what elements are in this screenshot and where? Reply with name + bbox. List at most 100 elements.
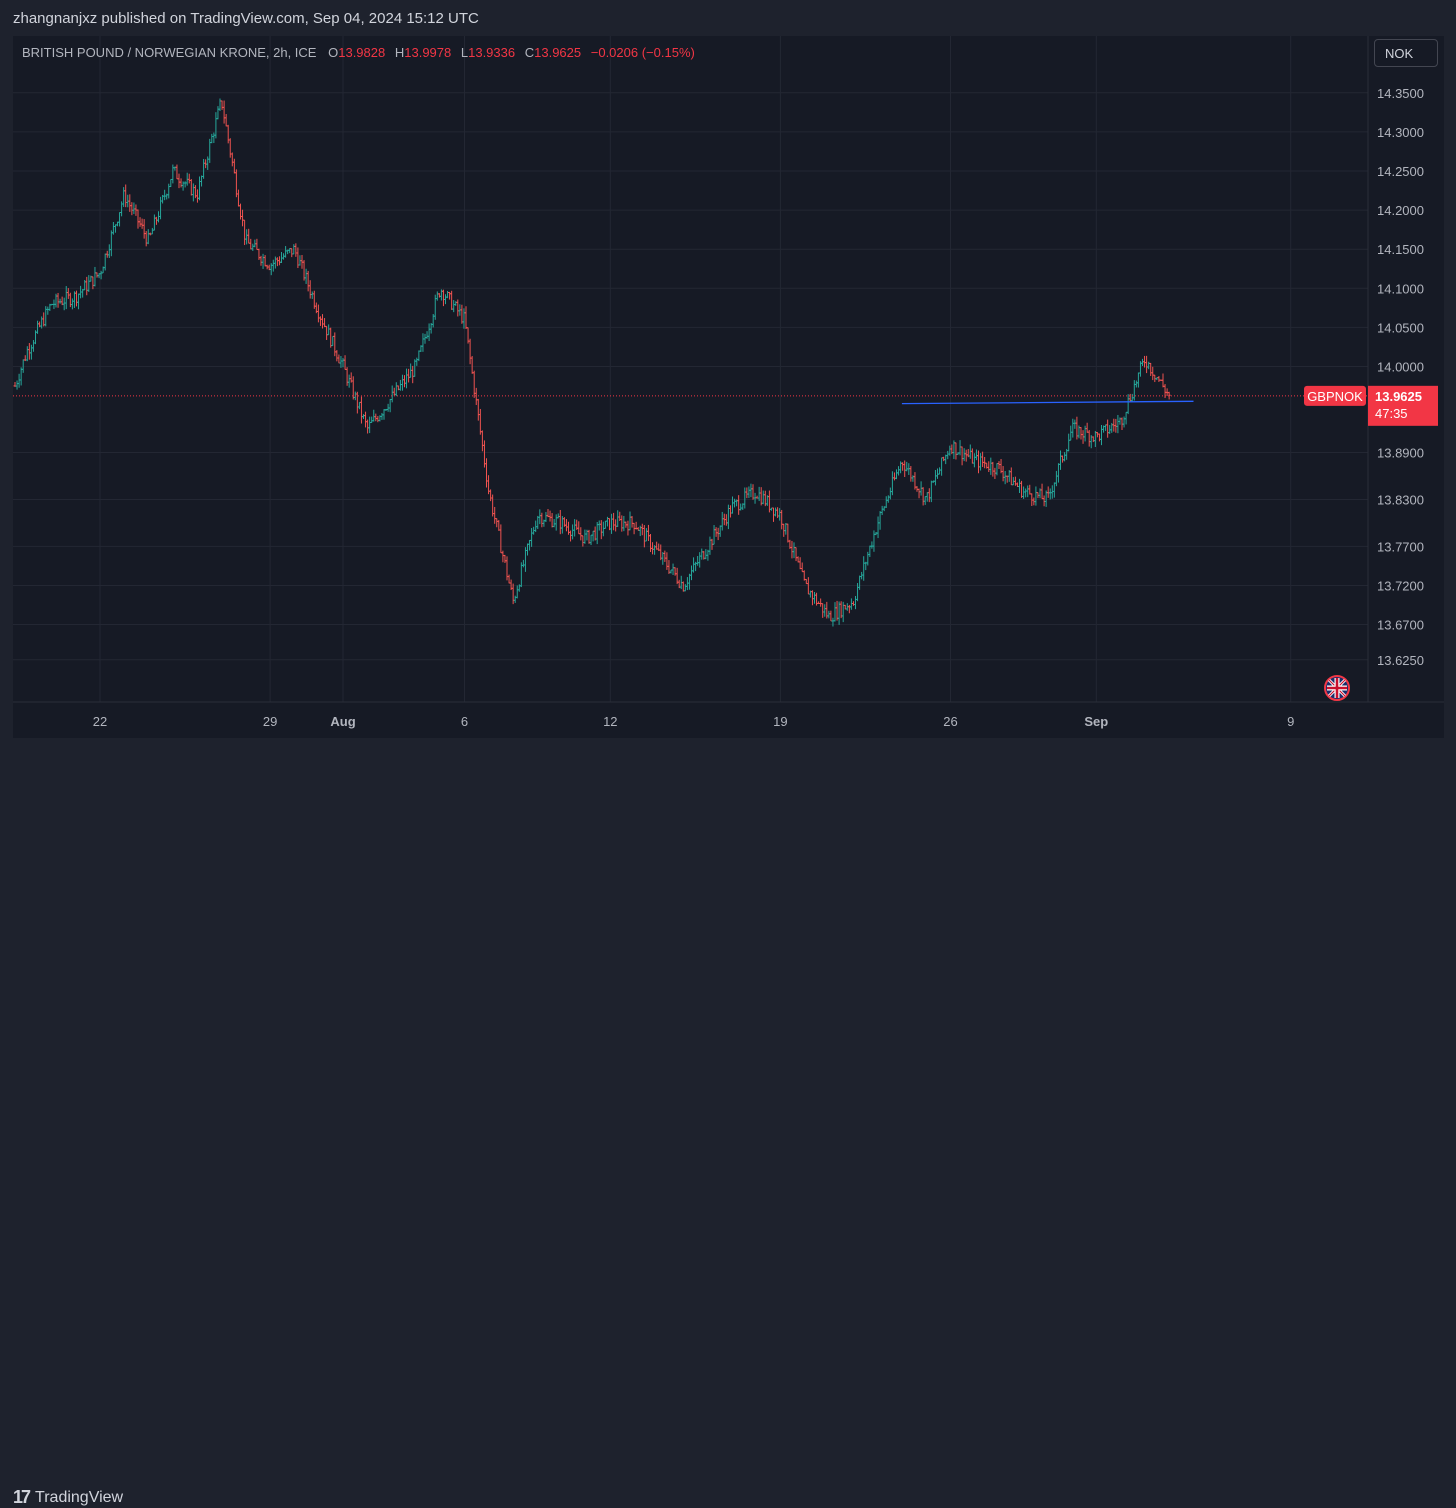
ohlc-bar [673, 567, 677, 576]
ohlc-bar [753, 492, 757, 504]
ohlc-bar [236, 189, 240, 207]
chart-pane[interactable]: 14.3500 14.3000 14.2500 14.2000 14.1500 14.10… [13, 36, 1444, 738]
tradingview-logo[interactable]: 17 TradingView [13, 1487, 123, 1508]
ohlc-bar [304, 268, 308, 284]
ohlc-bar [759, 487, 763, 506]
ohlc-bar [1161, 373, 1165, 388]
ohlc-bar [983, 456, 987, 469]
ohlc-bar [601, 521, 605, 537]
tradingview-logo-icon: 17 [13, 1487, 31, 1507]
ohlc-bar [480, 430, 484, 452]
ohlc-bar [938, 467, 942, 475]
ohlc-bar [550, 513, 554, 528]
price-tick-label: 14.0500 [1377, 320, 1424, 335]
ohlc-bar [200, 175, 204, 187]
uk-flag-icon[interactable] [1324, 675, 1350, 701]
ohlc-bar [245, 229, 249, 245]
ohlc-bar [118, 212, 122, 227]
ohlc-bar [720, 511, 724, 531]
ohlc-bar [427, 323, 431, 342]
ohlc-bar [400, 374, 404, 391]
ohlc-bar [665, 552, 669, 570]
ohlc-bar [218, 98, 222, 111]
ohlc-bar [890, 471, 894, 496]
ohlc-bar [421, 333, 425, 352]
ohlc-bar [169, 178, 173, 188]
price-tick-label: 14.0000 [1377, 360, 1424, 375]
ohlc-bar [202, 158, 206, 179]
ohlc-bar [284, 246, 288, 258]
ohlc-bar [923, 496, 927, 505]
ohlc-bar [991, 461, 995, 477]
ohlc-bar [452, 300, 456, 313]
ohlc-bar [698, 552, 702, 568]
ohlc-bar [474, 387, 478, 406]
time-tick-label: 19 [773, 714, 787, 729]
ohlc-bar [571, 524, 575, 540]
ohlc-bar [663, 550, 667, 562]
publisher-line: zhangnanjxz published on TradingView.com… [13, 10, 479, 27]
ohlc-bar [275, 257, 279, 267]
ohlc-bar [901, 462, 905, 471]
ohlc-bar [798, 557, 802, 570]
ohlc-bar [25, 346, 29, 362]
ohlc-bar [255, 238, 259, 251]
ohlc-bar [1147, 361, 1151, 370]
ohlc-bar [417, 350, 421, 362]
ohlc-bar [987, 461, 991, 473]
ohlc-bar [989, 457, 993, 475]
ohlc-bar [970, 448, 974, 464]
candlestick-chart[interactable]: 14.3500 14.3000 14.2500 14.2000 14.1500 14.10… [13, 36, 1444, 738]
ohlc-bar [835, 600, 839, 621]
ohlc-bar [230, 152, 234, 167]
ohlc-bar [187, 173, 191, 184]
ohlc-bar [93, 266, 97, 287]
ohlc-bar [1085, 422, 1089, 433]
ohlc-bar [423, 333, 427, 344]
ohlc-bar [1106, 419, 1110, 438]
ohlc-bar [599, 520, 603, 540]
ohlc-bar [1114, 418, 1118, 433]
ohlc-bar [564, 519, 568, 532]
ohlc-bar [140, 218, 144, 229]
ohlc-bar [628, 511, 632, 531]
ohlc-bar [210, 133, 214, 144]
ohlc-bar [271, 259, 275, 272]
legend-high-label: H [394, 45, 405, 60]
ohlc-bar [872, 530, 876, 552]
ohlc-bar [1097, 433, 1101, 442]
ohlc-bar [189, 179, 193, 196]
ohlc-bar [263, 255, 267, 267]
ohlc-bar [915, 486, 919, 492]
ohlc-bar [343, 355, 347, 370]
time-tick-label: 12 [603, 714, 617, 729]
ohlc-bar [649, 534, 652, 552]
price-tick-label: 13.8300 [1377, 492, 1424, 507]
ohlc-bar [1079, 427, 1083, 440]
ohlc-bar [997, 461, 1001, 470]
ohlc-bar [398, 379, 402, 391]
ohlc-bar [72, 291, 76, 308]
time-tick-label: 29 [263, 714, 277, 729]
ohlc-bar [46, 306, 50, 315]
currency-button[interactable]: NOK [1374, 39, 1438, 67]
ohlc-bar [206, 156, 210, 170]
ohlc-bar [728, 505, 732, 518]
ohlc-bar [612, 512, 616, 531]
ohlc-bar [1009, 467, 1013, 486]
ohlc-bar [107, 244, 111, 259]
ohlc-bar [1052, 482, 1056, 498]
ohlc-bar [1054, 470, 1058, 487]
ohlc-bar [1073, 419, 1077, 429]
ohlc-bar [1001, 466, 1005, 482]
ohlc-bar [124, 184, 128, 208]
ohlc-bar [87, 275, 91, 292]
time-tick-label: Sep [1084, 714, 1108, 729]
ohlc-bar [1024, 488, 1028, 498]
ohlc-bar [888, 487, 892, 500]
price-tick-label: 14.2000 [1377, 203, 1424, 218]
price-tag-value: 13.9625 [1375, 389, 1422, 404]
ohlc-bar [122, 187, 126, 207]
price-tick-label: 13.7200 [1377, 578, 1424, 593]
ohlc-bar [661, 552, 665, 565]
